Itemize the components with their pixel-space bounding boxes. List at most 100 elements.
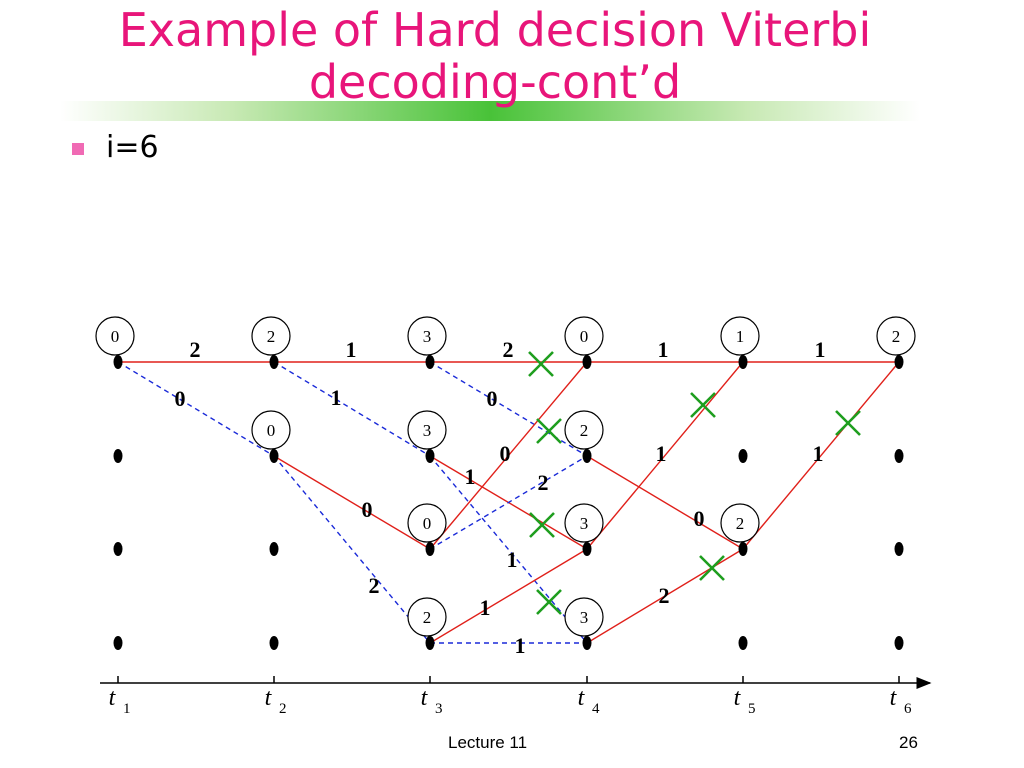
footer-page-number: 26	[899, 733, 918, 752]
title-line-2: decoding-cont’d	[308, 55, 682, 109]
title-underline-bar	[60, 101, 920, 121]
branch-8	[429, 361, 588, 457]
time-label-6: t	[890, 685, 898, 711]
title-line-1: Example of Hard decision Viterbi	[118, 3, 872, 57]
path-metric-circle-t6-s1	[876, 316, 916, 356]
cross-mark-icon-3	[529, 512, 555, 538]
node-t4-s2	[582, 449, 592, 463]
path-metric-value-t2-s1: 2	[267, 327, 276, 346]
time-label-2: t	[265, 685, 273, 711]
time-label-sub-4: 4	[592, 701, 600, 717]
path-metric-circle-t4-s1	[564, 316, 604, 356]
branch-label-4: 1	[331, 385, 342, 410]
time-label-sub-1: 1	[123, 701, 131, 717]
path-metric-value-t3-s1: 3	[423, 327, 432, 346]
branch-label-3: 1	[346, 337, 357, 362]
time-label-sub-6: 6	[904, 701, 912, 717]
node-t4-s4	[582, 636, 592, 650]
branch-label-5: 0	[362, 497, 373, 522]
branch-label-17: 1	[656, 441, 667, 466]
node-t3-s1	[425, 355, 435, 369]
time-label-5: t	[734, 685, 742, 711]
branch-label-18: 2	[659, 583, 670, 608]
branch-label-7: 2	[503, 337, 514, 362]
path-metric-circle-t1-s1	[95, 316, 135, 356]
node-t2-s4	[269, 636, 279, 650]
path-metric-circle-t4-s3	[564, 503, 604, 543]
node-t3-s3	[425, 542, 435, 556]
path-metric-value-t3-s2: 3	[423, 421, 432, 440]
time-label-sub-2: 2	[279, 701, 287, 717]
path-metric-circle-t3-s3	[407, 503, 447, 543]
node-t3-s2	[425, 449, 435, 463]
path-metric-value-t4-s3: 3	[580, 514, 589, 533]
cross-mark-icon-4	[536, 589, 562, 615]
path-metric-value-t4-s1: 0	[580, 327, 589, 346]
branch-17	[586, 361, 744, 550]
path-metric-value-t6-s1: 2	[892, 327, 901, 346]
bullet-text: i=6	[106, 130, 159, 165]
node-t5-s2	[738, 449, 748, 463]
path-metric-circle-t4-s4	[564, 597, 604, 637]
branch-13	[429, 548, 588, 644]
node-t1-s2	[113, 449, 123, 463]
path-metric-circle-t2-s1	[251, 316, 291, 356]
path-metric-value-t2-s2: 0	[267, 421, 276, 440]
path-metric-value-t1-s1: 0	[111, 327, 120, 346]
cross-mark-icon-2	[536, 418, 562, 444]
branch-6	[273, 455, 431, 644]
cross-mark-icon-1	[528, 351, 554, 377]
path-metric-circle-t5-s3	[720, 503, 760, 543]
time-label-4: t	[578, 685, 586, 711]
node-t5-s3	[738, 542, 748, 556]
branch-label-2: 0	[175, 386, 186, 411]
path-metric-circle-t2-s2	[251, 410, 291, 450]
branch-label-12: 2	[538, 470, 549, 495]
node-t5-s1	[738, 355, 748, 369]
trellis-nodes	[113, 355, 904, 650]
node-t1-s4	[113, 636, 123, 650]
path-metric-circle-t3-s4	[407, 597, 447, 637]
node-t4-s1	[582, 355, 592, 369]
path-metric-value-t4-s4: 3	[580, 608, 589, 627]
branch-10	[429, 455, 588, 644]
branch-12	[429, 455, 588, 550]
branch-label-13: 1	[480, 595, 491, 620]
path-metric-value-t5-s3: 2	[736, 514, 745, 533]
branch-label-11: 0	[500, 441, 511, 466]
node-t6-s2	[894, 449, 904, 463]
node-t2-s2	[269, 449, 279, 463]
cross-mark-icon-5	[690, 392, 716, 418]
node-t2-s1	[269, 355, 279, 369]
slide-title: Example of Hard decision Viterbi decodin…	[0, 4, 990, 108]
branch-label-20: 1	[813, 441, 824, 466]
time-label-1: t	[109, 685, 117, 711]
node-t1-s3	[113, 542, 123, 556]
node-t1-s1	[113, 355, 123, 369]
node-t5-s4	[738, 636, 748, 650]
path-metric-circle-t3-s2	[407, 410, 447, 450]
branch-label-1: 2	[190, 337, 201, 362]
path-metric-circle-t5-s1	[720, 316, 760, 356]
branch-label-15: 1	[658, 337, 669, 362]
path-metric-value-t3-s3: 0	[423, 514, 432, 533]
branch-4	[273, 361, 431, 457]
path-metric-value-t5-s1: 1	[736, 327, 745, 346]
time-label-sub-5: 5	[748, 701, 756, 717]
node-t3-s4	[425, 636, 435, 650]
branch-label-16: 0	[694, 506, 705, 531]
bullet-square-icon	[72, 143, 84, 155]
path-metric-circle-t4-s2	[564, 410, 604, 450]
footer-lecture: Lecture 11	[448, 733, 528, 752]
node-t2-s3	[269, 542, 279, 556]
branch-label-6: 2	[369, 573, 380, 598]
branches	[117, 361, 900, 644]
branch-label-8: 0	[487, 386, 498, 411]
path-metric-value-t4-s2: 2	[580, 421, 589, 440]
branch-11	[429, 361, 588, 550]
path-metric-value-t3-s4: 2	[423, 608, 432, 627]
branch-2	[117, 361, 275, 457]
